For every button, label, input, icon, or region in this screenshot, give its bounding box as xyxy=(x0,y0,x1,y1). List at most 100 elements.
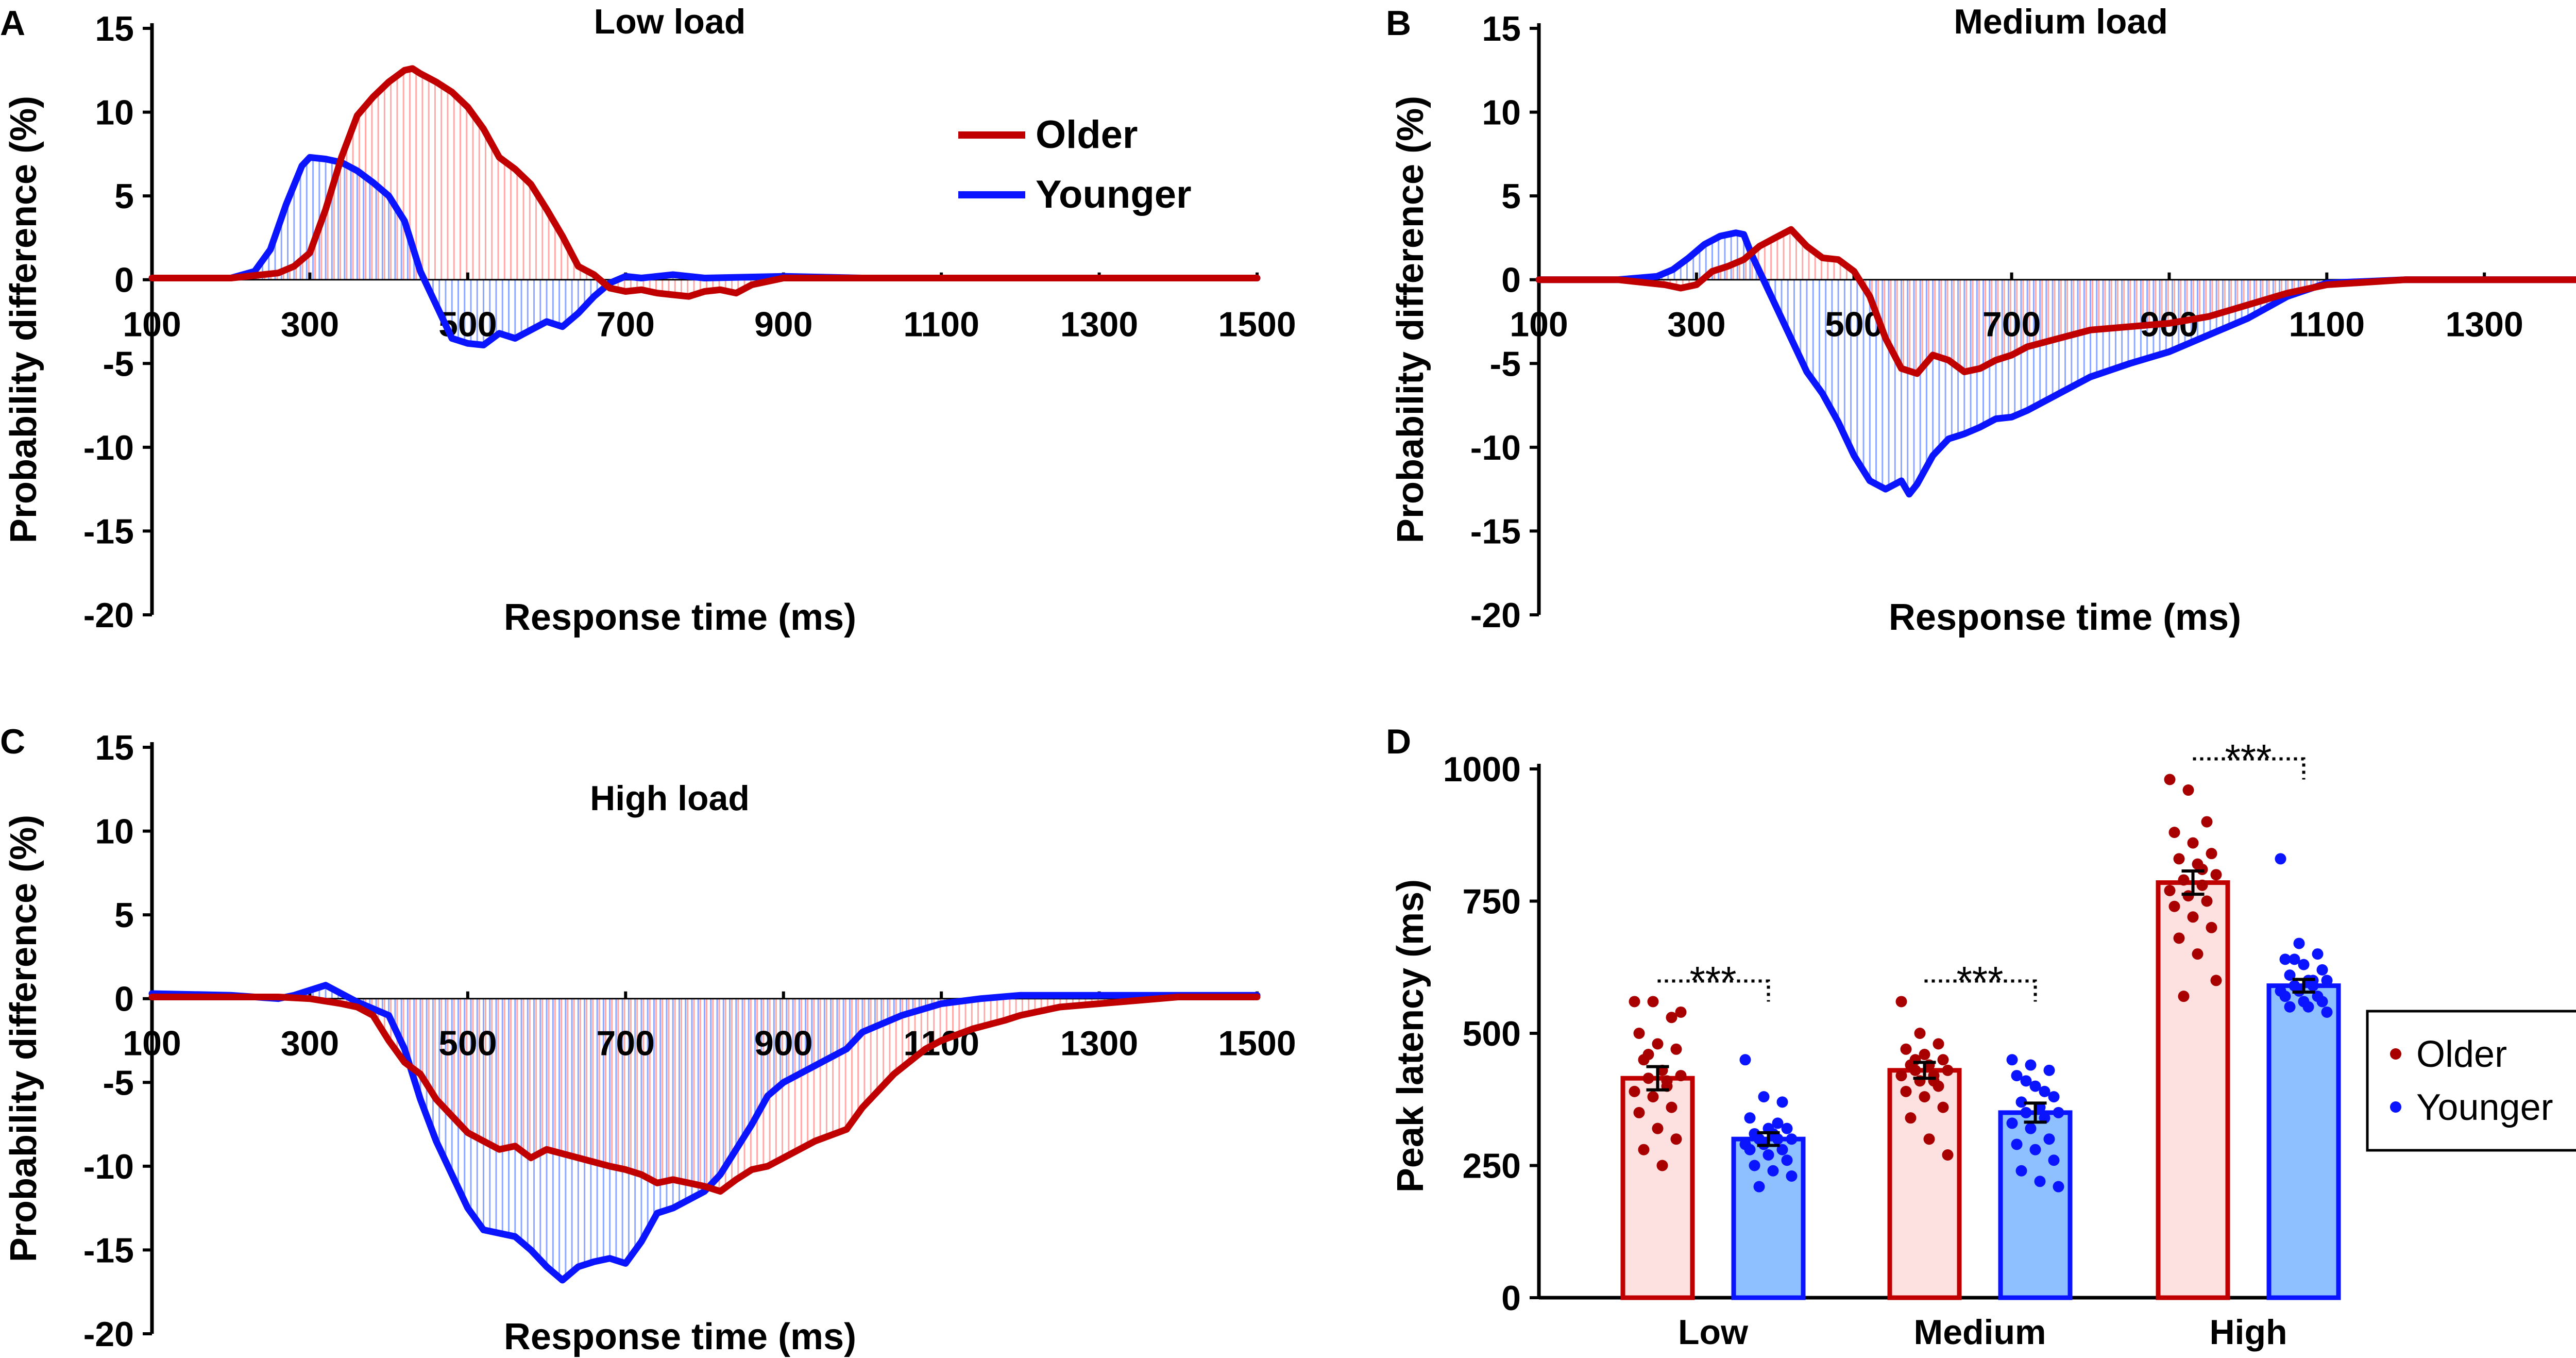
x-axis-title: Response time (ms) xyxy=(1889,597,2241,638)
older-point xyxy=(2173,932,2185,944)
panel-title: Medium load xyxy=(1954,2,2168,41)
older-line xyxy=(148,65,1261,300)
panel-a: A Low load Probability difference (%) Re… xyxy=(0,2,1296,638)
significance-label: *** xyxy=(1956,958,2003,1003)
x-tick-label: 100 xyxy=(1510,305,1568,344)
older-line xyxy=(148,994,1261,1195)
older-point xyxy=(2201,816,2213,828)
younger-point xyxy=(1739,1054,1751,1066)
legend-box xyxy=(2366,1010,2576,1152)
older-point xyxy=(2187,911,2199,923)
y-tick-label: 10 xyxy=(95,93,134,132)
y-tick-label: 750 xyxy=(1463,882,1521,921)
younger-point xyxy=(2039,1085,2050,1097)
younger-point xyxy=(1744,1144,1756,1155)
younger-point xyxy=(2316,996,2328,1008)
panel-title: Low load xyxy=(594,2,746,41)
category-label: Medium xyxy=(1914,1313,2046,1352)
x-tick-label: 1100 xyxy=(2289,305,2365,344)
older-point xyxy=(1670,1043,1682,1055)
older-point xyxy=(1642,1072,1654,1084)
younger-point xyxy=(1781,1154,1793,1166)
legend-older-label: Older xyxy=(2416,1034,2507,1075)
y-tick-label: -10 xyxy=(83,428,134,467)
category-label: High xyxy=(2209,1313,2287,1352)
older-point xyxy=(1670,1133,1682,1145)
y-axis-title: Probability difference (%) xyxy=(3,815,44,1262)
plot-area: 0 250 500 750 1000 *** Low *** Medium *** High xyxy=(1443,736,2341,1352)
significance-label: *** xyxy=(1689,958,1736,1003)
younger-point xyxy=(2015,1165,2027,1177)
legend-younger-label: Younger xyxy=(2416,1087,2553,1128)
x-tick-label: 1300 xyxy=(1060,1024,1138,1063)
y-tick-label: 15 xyxy=(95,728,134,767)
y-tick-label: -5 xyxy=(103,344,134,383)
older-point xyxy=(2192,948,2204,960)
y-tick-label: -10 xyxy=(83,1147,134,1186)
younger-point xyxy=(2029,1080,2041,1092)
younger-point xyxy=(1767,1165,1779,1177)
older-point xyxy=(2206,921,2217,933)
younger-point xyxy=(2025,1122,2037,1134)
significance-bracket xyxy=(1924,979,2037,1002)
legend-older-label: Older xyxy=(1036,113,1138,157)
younger-bar xyxy=(1998,1110,2073,1300)
x-tick-label: 1500 xyxy=(1218,1024,1296,1063)
older-bar xyxy=(2156,880,2230,1300)
panel-d: D Peak latency (ms) 0 250 500 750 1000 *** Low… xyxy=(1386,722,2576,1352)
older-point xyxy=(2201,895,2213,907)
younger-point xyxy=(2279,953,2291,965)
x-tick-label: 700 xyxy=(597,305,655,344)
younger-point xyxy=(2321,975,2333,986)
older-point xyxy=(1675,1070,1687,1082)
y-tick-label: 5 xyxy=(1501,177,1521,216)
younger-point xyxy=(2006,1054,2018,1066)
younger-point xyxy=(1753,1181,1765,1193)
y-tick-label: 15 xyxy=(95,9,134,48)
y-tick-label: 15 xyxy=(1482,9,1521,48)
y-axis-title: Peak latency (ms) xyxy=(1390,879,1431,1193)
younger-point xyxy=(1762,1149,1774,1161)
younger-point xyxy=(1786,1170,1798,1182)
y-tick-label: -10 xyxy=(1470,428,1521,467)
younger-line xyxy=(1535,229,2576,498)
x-tick-label: 300 xyxy=(281,1024,339,1063)
younger-point xyxy=(1744,1112,1756,1124)
younger-point xyxy=(2279,991,2291,1002)
y-axis-title: Probability difference (%) xyxy=(3,96,44,543)
y-tick-label: 10 xyxy=(95,812,134,851)
x-axis-title: Response time (ms) xyxy=(504,1316,856,1357)
younger-point xyxy=(1781,1122,1793,1134)
y-tick-label: -20 xyxy=(83,1315,134,1354)
x-tick-label: 1100 xyxy=(903,305,979,344)
bar-group: *** High xyxy=(2156,736,2341,1352)
older-point xyxy=(1905,1112,1917,1124)
significance-bracket xyxy=(1657,979,1770,1002)
y-tick-label: 10 xyxy=(1482,93,1521,132)
panel-b: B Medium load Probability difference (%)… xyxy=(1386,2,2576,638)
older-point xyxy=(2210,869,2222,881)
y-tick-label: 500 xyxy=(1463,1014,1521,1053)
younger-point xyxy=(2025,1059,2037,1071)
younger-point xyxy=(1772,1117,1784,1129)
y-tick-label: -15 xyxy=(1470,512,1521,551)
younger-point xyxy=(1749,1160,1760,1171)
older-point xyxy=(1642,1049,1654,1061)
x-axis-title: Response time (ms) xyxy=(504,597,856,638)
y-tick-label: 5 xyxy=(114,896,134,935)
panel-title: High load xyxy=(590,779,750,818)
younger-point xyxy=(2316,964,2328,976)
legend-older-marker xyxy=(2390,1048,2401,1060)
x-tick-label: 900 xyxy=(754,305,812,344)
older-point xyxy=(1914,1028,1926,1039)
older-point xyxy=(1909,1064,1921,1076)
older-point xyxy=(1919,1091,1930,1103)
panel-c: C High load Probability difference (%) R… xyxy=(0,722,1296,1357)
x-tick-label: 700 xyxy=(597,1024,655,1063)
y-tick-label: -15 xyxy=(83,1231,134,1270)
older-point xyxy=(1629,1085,1640,1097)
younger-point xyxy=(2011,1138,2023,1150)
older-point xyxy=(1942,1064,1954,1076)
significance-bracket xyxy=(2193,757,2306,780)
